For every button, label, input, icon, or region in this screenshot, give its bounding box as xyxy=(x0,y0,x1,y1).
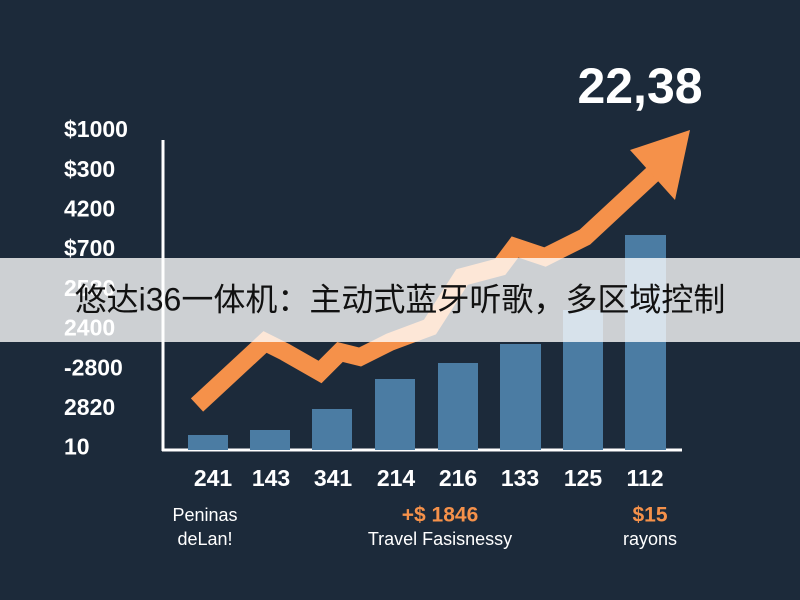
banner-text: 悠达i36一体机：主动式蓝牙听歌，多区域控制 xyxy=(75,281,726,317)
caption-bottom: rayons xyxy=(623,529,677,549)
y-label: 2820 xyxy=(64,394,115,420)
y-label: 4200 xyxy=(64,195,115,221)
x-label: 214 xyxy=(377,465,416,491)
y-label: $300 xyxy=(64,156,115,182)
caption-bottom: deLan! xyxy=(177,529,232,549)
bar xyxy=(312,409,352,450)
x-label: 143 xyxy=(252,465,290,491)
y-label: $700 xyxy=(64,235,115,261)
x-label: 133 xyxy=(501,465,539,491)
y-label: 10 xyxy=(64,434,90,460)
labels: $1000$3004200$70025802400-28002820102411… xyxy=(64,116,677,549)
bar xyxy=(250,430,290,450)
bar xyxy=(188,435,228,450)
caption-top: Peninas xyxy=(172,505,237,525)
headline: 22,38 xyxy=(577,58,702,114)
caption-top: $15 xyxy=(632,504,667,527)
x-label: 112 xyxy=(626,465,663,491)
bar xyxy=(375,379,415,450)
caption-top: +$ 1846 xyxy=(402,504,479,527)
x-label: 241 xyxy=(194,465,233,491)
y-label: -2800 xyxy=(64,354,123,380)
x-label: 125 xyxy=(564,465,603,491)
bar xyxy=(500,344,541,450)
arrow-head xyxy=(630,130,690,200)
x-label: 216 xyxy=(439,465,477,491)
banner-background xyxy=(0,258,800,342)
y-label: $1000 xyxy=(64,116,128,142)
caption-bottom: Travel Fasisnessy xyxy=(368,529,512,549)
bar xyxy=(438,363,478,450)
x-label: 341 xyxy=(314,465,353,491)
